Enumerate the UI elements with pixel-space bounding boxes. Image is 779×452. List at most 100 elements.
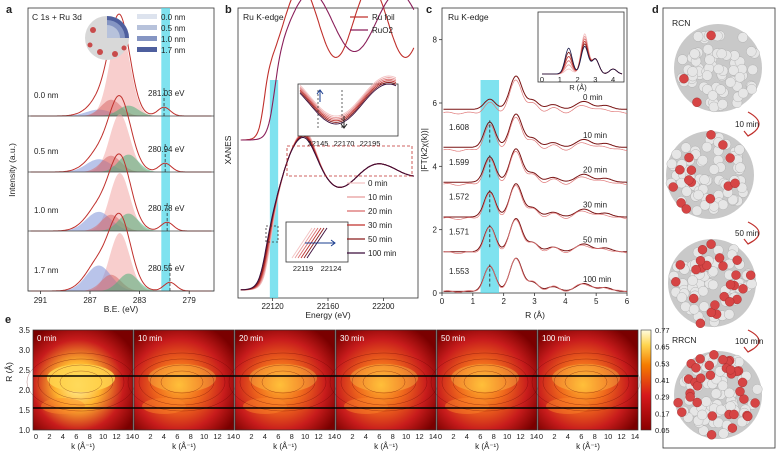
panel-c-ytick-label-3: 6: [433, 99, 438, 108]
panel-b-inset-bottom-arrow: [305, 239, 336, 247]
panel-d-particle-1-ru-atom: [668, 182, 678, 192]
panel-e-map-2-contour-2: [250, 364, 316, 400]
panel-c-curve-label-2: 20 min: [583, 166, 607, 175]
panel-e-map-2-xtick-0: 0: [236, 432, 240, 441]
panel-c-xtick-label-4: 4: [563, 297, 568, 306]
panel-d-particle-1: [665, 130, 754, 219]
panel-d-particle-3-ru-atom: [737, 377, 748, 388]
panel-c-curve-label-4: 50 min: [583, 235, 607, 244]
panel-d-particle-2: [668, 239, 757, 328]
panel-c-ft-curve-1: [443, 113, 627, 148]
panel-b-inset-top-curve-3: [299, 80, 397, 122]
panel-d-particle-1-atom: [693, 189, 704, 201]
panel-d-particle-3-atom: [752, 384, 763, 395]
panel-e-map-0-contour-1: [59, 370, 103, 394]
panel-b-lower-inset: [285, 221, 349, 263]
panel-d-particle-0-atom: [707, 90, 718, 101]
panel-d-particle-2-atom: [707, 266, 719, 277]
panel-c-ytick-label-1: 2: [433, 226, 438, 235]
panel-b-inset-top-curve-0: [299, 75, 397, 117]
panel-e-map-2-xtick-7: 14: [328, 432, 336, 441]
panel-a-spectrum-3-c1s-fill: [30, 233, 212, 291]
panel-e-map-0-xlabel: k (Å⁻¹): [71, 442, 95, 451]
panel-b-inset-bottom-curve-0: [291, 227, 313, 259]
panel-e-colorbar-tick-1: 0.65: [655, 343, 670, 352]
panel-e-ytick-label-2: 2.5: [19, 366, 31, 375]
panel-d-particle-1-atom: [735, 162, 746, 173]
panel-c-ft-fit-2: [443, 151, 628, 186]
panel-c-ft-fit-0: [443, 79, 628, 115]
panel-e-map-1-xtick-7: 14: [227, 432, 235, 441]
panel-e-map-2-peak-lobe: [249, 364, 317, 392]
panel-d-particle-1-atom: [699, 199, 711, 211]
panel-e-map-1-xlabel: k (Å⁻¹): [172, 442, 196, 451]
panel-a-spectrum-1-c1s-fill: [30, 114, 212, 172]
panel-c-xtick-label-3: 3: [532, 297, 537, 306]
panel-d-particle-3-ru-atom: [727, 423, 738, 433]
panel-e-map-3-peak-lobe: [350, 364, 418, 392]
panel-a-legend-swatch-2: [137, 36, 157, 41]
panel-c-curve-label-3: 30 min: [583, 201, 607, 210]
panel-e-ytick-label-0: 3.5: [19, 326, 31, 335]
panel-b-zoom-region-bottom: [265, 225, 279, 243]
panel-d-particle-1-atom: [666, 158, 677, 170]
panel-c-ytick-label-2: 4: [433, 162, 438, 171]
panel-e-map-2-contour-1: [261, 370, 305, 394]
panel-d-particle-3-ru-atom: [696, 373, 706, 383]
panel-e-map-1-frame: [133, 329, 235, 431]
panel-e-map-5-xtick-0: 0: [539, 432, 543, 441]
panel-a-spectrum-0-green-fill: [30, 105, 212, 116]
panel-d-particle-0-ru-atom: [679, 73, 689, 84]
panel-a-peak-label-1: 280.94 eV: [148, 145, 185, 154]
panel-a-thickness-label-1: 0.5 nm: [34, 147, 59, 156]
panel-c-shell-value-3: 1.572: [449, 193, 470, 202]
panel-a-thickness-label-3: 1.7 nm: [34, 266, 59, 275]
panel-e-map-3-field: [336, 330, 436, 430]
panel-e-map-3-contour-1: [362, 370, 406, 394]
panel-letter-d: d: [652, 4, 659, 16]
panel-a-ylabel: Intensity (a.u.): [7, 143, 17, 197]
panel-e-map-0-lower-lobe: [41, 398, 85, 414]
panel-e-map-label-4: 50 min: [441, 334, 465, 343]
panel-c-xtick-label-6: 6: [625, 297, 630, 306]
panel-e-map-1-xtick-0: 0: [135, 432, 139, 441]
panel-e-map-4-contour-1: [463, 370, 507, 394]
panel-e-map-3-lower-lobe: [344, 398, 388, 414]
panel-e-map-5-xtick-5: 10: [604, 432, 612, 441]
panel-d-particle-0-ru-atom: [706, 30, 716, 41]
panel-e-map-5-xtick-3: 6: [579, 432, 583, 441]
panel-a-xlabel: B.E. (eV): [104, 304, 139, 314]
panel-d-particle-0: [674, 24, 762, 113]
panel-b-title: Ru K-edge: [243, 12, 284, 22]
panel-d-stage-label-2: 50 min: [735, 229, 759, 238]
panel-d-particle-3-atom: [724, 387, 735, 399]
panel-d-particle-0-atom: [747, 64, 758, 76]
panel-d-particle-0-atom: [708, 101, 720, 113]
panel-c-inset-xtick-3: 3: [593, 75, 597, 84]
panel-c-ft-curve-0: [443, 75, 627, 110]
panel-d-particle-2-ru-atom: [695, 318, 706, 328]
panel-d-particle-1-atom: [708, 164, 720, 175]
panel-d-particle-2-ru-atom: [732, 255, 742, 265]
panel-e-map-0-peak-lobe: [47, 364, 115, 392]
panel-d-particle-2-atom: [698, 301, 710, 312]
panel-e-map-0-xtick-1: 2: [47, 432, 51, 441]
panel-d-particle-1-ru-atom: [686, 165, 697, 175]
panel-e-map-1-xtick-2: 4: [162, 432, 166, 441]
panel-c-ylabel: |FT(k2χ(k))|: [419, 128, 429, 172]
panel-e-map-1-xtick-1: 2: [148, 432, 152, 441]
panel-d-stage-label-3: 100 min: [735, 337, 763, 346]
panel-e-map-2-contour-3: [239, 358, 327, 406]
panel-e-map-1-xtick-3: 6: [175, 432, 179, 441]
panel-b-inset-bottom-tick-1: 22124: [321, 264, 342, 273]
panel-c-ft-curve-2: [443, 148, 627, 183]
panel-d-particle-0-atom: [716, 48, 727, 59]
panel-e-map-2-field: [235, 330, 335, 430]
panel-e-map-3-xtick-2: 4: [364, 432, 368, 441]
panel-d-particle-1-ru-atom: [718, 140, 728, 150]
panel-c-inset-xlabel: R (Å): [569, 83, 587, 92]
panel-e-map-2-xtick-6: 12: [314, 432, 322, 441]
panel-d-particle-1-ru-atom: [706, 130, 716, 140]
